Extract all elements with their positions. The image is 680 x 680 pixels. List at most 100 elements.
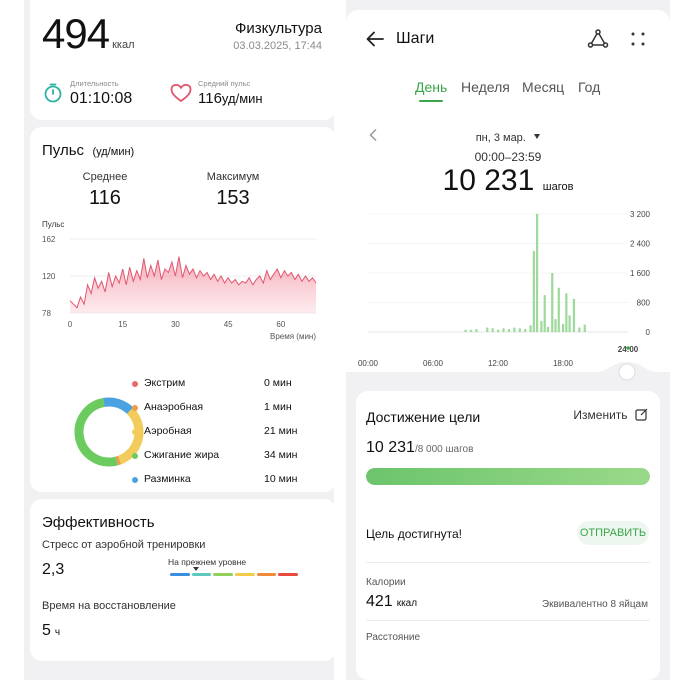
steps-bar [583, 324, 586, 332]
zone-legend-item: Экстрим 0 мин [130, 377, 326, 391]
heart-rate-zone-donut [74, 397, 144, 467]
steps-bar [554, 319, 557, 332]
activity-info: Физкультура 03.03.2025, 17:44 [233, 20, 322, 52]
steps-bar [507, 329, 511, 332]
stress-level-bar [170, 573, 298, 576]
recovery-label: Время на восстановление [42, 600, 176, 612]
pulse-avg-label: Среднее [82, 171, 128, 183]
steps-bar [469, 329, 473, 332]
pulse-avg-stat: Среднее 116 [60, 171, 150, 210]
efficiency-card: Эффективность Стресс от аэробной трениро… [30, 499, 334, 661]
level-label: На прежнем уровне [168, 557, 247, 567]
edit-goal-button[interactable]: Изменить [573, 406, 648, 424]
zone-legend-item: Аэробная 21 мин [130, 425, 326, 439]
steps-bar [543, 295, 546, 332]
steps-bar [497, 329, 500, 332]
tab-0[interactable]: День [415, 79, 448, 95]
tab-2[interactable]: Месяц [522, 79, 565, 95]
steps-y-tick-label: 3 200 [630, 210, 651, 219]
pulse-max-stat: Максимум 153 [188, 171, 278, 210]
zone-color-dot [132, 453, 138, 459]
zone-value: 10 мин [264, 473, 298, 485]
zone-name: Сжигание жира [144, 449, 220, 461]
kcal-display: 494 ккал [42, 10, 134, 58]
zone-color-dot [132, 405, 138, 411]
stress-bar-segment [170, 573, 190, 576]
steps-bar [475, 329, 478, 332]
steps-x-tick-label: 12:00 [488, 359, 509, 368]
pulse-avg-value: 116 [89, 187, 121, 209]
steps-value: 10 231 [442, 164, 535, 197]
recovery-value: 5 [42, 622, 51, 639]
tab-1[interactable]: Неделя [461, 79, 510, 95]
steps-unit: шагов [542, 181, 574, 193]
steps-bar [572, 298, 576, 332]
steps-bar [491, 328, 494, 332]
chevron-left-icon[interactable] [368, 128, 378, 147]
avg-pulse-value: 116 [198, 90, 222, 107]
pulse-x-tick-label: 60 [276, 320, 285, 329]
tab-3[interactable]: Год [578, 79, 601, 95]
zone-value: 34 мин [264, 449, 298, 461]
steps-y-tick-label: 800 [637, 299, 651, 308]
steps-y-tick-label: 0 [646, 328, 651, 337]
steps-bar [557, 287, 560, 332]
heart-icon [170, 83, 192, 108]
pulse-y-axis-label: Пульс [42, 220, 64, 229]
steps-y-tick-label: 1 600 [630, 269, 651, 278]
goal-progress-bar [366, 468, 650, 485]
pulse-x-tick-label: 15 [118, 320, 127, 329]
steps-bar [565, 293, 568, 332]
pulse-area-fill [70, 256, 316, 313]
steps-x-tick-label: 06:00 [423, 359, 444, 368]
pulse-x-tick-label: 30 [171, 320, 180, 329]
steps-panel: Шаги День Неделя Месяц Год пн, 3 мар. 00:00… [346, 0, 670, 680]
steps-top-card: Шаги День Неделя Месяц Год пн, 3 мар. 00:00… [346, 10, 670, 372]
steps-y-tick-label: 2 400 [630, 240, 651, 249]
pulse-y-tick-label: 78 [42, 309, 51, 318]
avg-pulse-display: 116уд/мин [198, 90, 263, 108]
calories-display: 421 ккал [366, 593, 417, 611]
back-arrow-icon[interactable] [364, 28, 386, 55]
stopwatch-icon [42, 82, 64, 109]
workout-panel: 494 ккал Физкультура 03.03.2025, 17:44 Дл… [24, 0, 334, 680]
active-tab-underline [419, 100, 443, 102]
zone-value: 1 мин [264, 401, 292, 413]
send-button[interactable]: ОТПРАВИТЬ [577, 521, 649, 545]
zone-color-dot [132, 429, 138, 435]
pulse-title-unit: (уд/мин) [92, 146, 135, 158]
calories-label: Калории [366, 577, 406, 588]
pulse-x-tick-label: 45 [224, 320, 233, 329]
sheet-handle[interactable] [346, 358, 670, 388]
steps-bar [562, 323, 565, 332]
steps-total: 10 231 шагов [346, 164, 670, 198]
stress-bar-segment [235, 573, 255, 576]
zone-legend-item: Сжигание жира 34 мин [130, 449, 326, 463]
stress-label: Стресс от аэробной тренировки [42, 539, 206, 551]
goal-progress-fill [366, 468, 650, 485]
steps-bar [540, 320, 543, 332]
goal-value: 10 231 [366, 439, 415, 456]
edit-icon [635, 408, 648, 421]
zone-color-dot [132, 381, 138, 387]
edit-goal-label: Изменить [573, 408, 628, 422]
avg-pulse-label: Средний пульс [198, 79, 251, 88]
steps-bar [513, 327, 516, 332]
more-options-icon[interactable] [629, 30, 647, 53]
goal-reached-label: Цель достигнута! [366, 527, 462, 541]
date-selector[interactable]: пн, 3 мар. [346, 128, 670, 146]
steps-x-tick-label: 00:00 [358, 359, 379, 368]
share-route-icon[interactable] [587, 28, 609, 55]
pulse-max-label: Максимум [206, 171, 260, 183]
steps-bar [578, 327, 581, 332]
calories-unit: ккал [396, 598, 418, 609]
zone-legend-item: Разминка 10 мин [130, 473, 326, 487]
recovery-unit: ч [54, 627, 61, 638]
avg-pulse-unit: уд/мин [221, 91, 263, 106]
zone-name: Экстрим [144, 377, 186, 389]
distance-label: Расстояние [366, 632, 421, 643]
activity-name: Физкультура [234, 20, 322, 37]
caret-down-icon [534, 134, 541, 139]
calories-equivalent: Эквивалентно 8 яйцам [541, 599, 648, 610]
